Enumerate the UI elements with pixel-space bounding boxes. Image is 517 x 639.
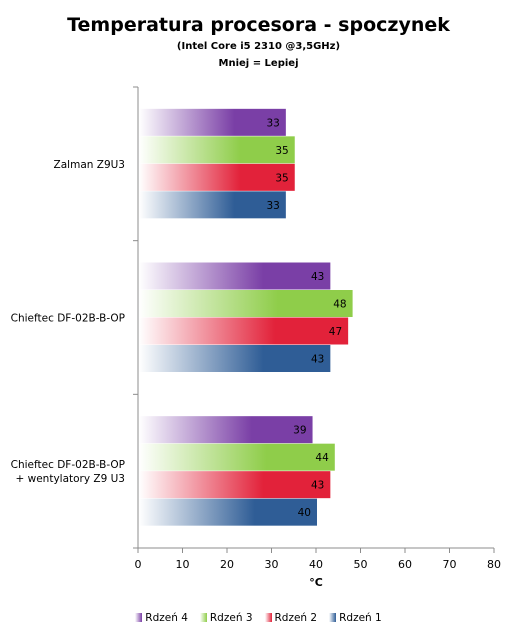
- bar-3-cat-2: [139, 317, 349, 345]
- x-tick-label: 0: [135, 558, 142, 571]
- bar-4-cat-3: [139, 498, 317, 526]
- x-tick-label: 70: [443, 558, 457, 571]
- x-tick-label: 40: [309, 558, 323, 571]
- bar-3-cat-1: [139, 163, 295, 191]
- bar-value-label: 33: [266, 117, 279, 129]
- bar-2-cat-2: [139, 290, 353, 317]
- x-tick-label: 20: [220, 558, 234, 571]
- x-axis-title: °C: [309, 576, 323, 589]
- chart-subtitle-note: Mniej = Lepiej: [218, 58, 299, 69]
- x-tick-label: 50: [354, 558, 368, 571]
- bar-value-label: 43: [311, 480, 324, 492]
- chart-subtitle: (Intel Core i5 2310 @3,5GHz): [176, 41, 341, 52]
- legend-swatch: [264, 613, 272, 622]
- category-label: Chieftec DF-02B-B-OP: [11, 313, 125, 325]
- bar-2-cat-1: [139, 136, 295, 164]
- category-label: + wentylatory Z9 U3: [15, 473, 125, 485]
- legend-label: Rdzeń 2: [274, 612, 318, 624]
- bar-value-label: 43: [311, 271, 324, 283]
- x-tick-label: 80: [487, 558, 501, 571]
- bar-2-cat-3: [139, 443, 335, 471]
- x-tick-label: 60: [398, 558, 412, 571]
- legend-swatch: [199, 613, 207, 622]
- bar-value-label: 40: [298, 507, 311, 519]
- bar-value-label: 44: [315, 452, 329, 464]
- bar-4-cat-1: [139, 191, 286, 219]
- legend-item: Rdzeń 4: [135, 612, 188, 624]
- x-tick-label: 10: [176, 558, 190, 571]
- chart-title: Temperatura procesora - spoczynek: [67, 14, 450, 36]
- bar-value-label: 47: [329, 326, 342, 338]
- legend-swatch: [329, 613, 337, 622]
- bar-3-cat-3: [139, 471, 331, 499]
- bar-value-label: 43: [311, 354, 324, 366]
- bar-value-label: 48: [333, 299, 346, 311]
- bar-value-label: 33: [266, 200, 279, 212]
- chart-legend: Rdzeń 4 Rdzeń 3 Rdzeń 2 Rdzeń 1: [0, 612, 517, 624]
- bar-4-cat-2: [139, 345, 331, 372]
- category-label: Chieftec DF-02B-B-OP: [11, 459, 125, 471]
- bar-1-cat-2: [139, 262, 331, 290]
- category-label: Zalman Z9U3: [54, 159, 125, 171]
- legend-label: Rdzeń 4: [145, 612, 188, 624]
- legend-item: Rdzeń 1: [329, 612, 382, 624]
- x-tick-label: 30: [265, 558, 279, 571]
- bar-value-label: 39: [293, 425, 306, 437]
- legend-label: Rdzeń 1: [339, 612, 382, 624]
- bar-1-cat-1: [139, 108, 286, 136]
- bar-value-label: 35: [275, 172, 288, 184]
- bar-value-label: 35: [275, 145, 288, 157]
- legend-swatch: [135, 613, 143, 622]
- legend-item: Rdzeń 3: [199, 612, 253, 624]
- bar-1-cat-3: [139, 416, 313, 444]
- legend-label: Rdzeń 3: [209, 612, 253, 624]
- legend-item: Rdzeń 2: [264, 612, 318, 624]
